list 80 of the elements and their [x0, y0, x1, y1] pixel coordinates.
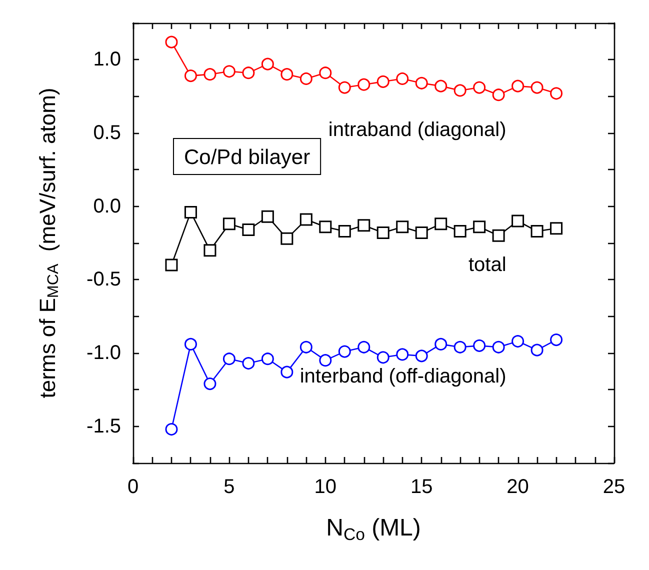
- point: [300, 340, 312, 354]
- point: [338, 225, 351, 238]
- point: [376, 75, 390, 88]
- point: [530, 81, 544, 94]
- point: [204, 244, 216, 257]
- point: [415, 350, 428, 362]
- point: [261, 58, 274, 70]
- x-tick-label: 25: [602, 476, 626, 498]
- y-tick-label: 0.5: [93, 122, 121, 144]
- y-tick-label: 0.0: [93, 195, 121, 218]
- point: [434, 218, 448, 230]
- point: [550, 334, 563, 346]
- point: [512, 80, 524, 92]
- point: [358, 340, 370, 354]
- point: [358, 78, 370, 91]
- point: [165, 423, 178, 436]
- point: [242, 224, 255, 236]
- point: [492, 88, 505, 102]
- point: [204, 378, 216, 390]
- point: [319, 220, 332, 234]
- point: [550, 87, 563, 100]
- point: [473, 81, 486, 94]
- y-axis-title: terms of EMCA (meV/surf. atom): [34, 88, 62, 398]
- point: [358, 219, 370, 232]
- point: [242, 66, 255, 80]
- point: [473, 339, 486, 352]
- point: [204, 68, 216, 81]
- point: [434, 338, 448, 350]
- series-label: intraband (diagonal): [328, 118, 506, 141]
- point: [242, 357, 255, 370]
- point: [454, 84, 466, 97]
- point: [222, 352, 236, 366]
- x-tick-label: 15: [410, 476, 433, 498]
- point: [165, 258, 178, 272]
- point: [165, 36, 178, 48]
- point: [261, 210, 274, 223]
- point: [280, 366, 294, 378]
- point: [492, 229, 505, 242]
- point: [434, 80, 448, 92]
- point: [396, 220, 409, 234]
- point: [319, 354, 332, 367]
- point: [222, 65, 236, 78]
- point: [184, 206, 197, 218]
- point: [184, 70, 197, 82]
- point: [473, 220, 486, 234]
- y-tick-label: -1.5: [86, 415, 121, 438]
- series-label: total: [468, 254, 506, 276]
- y-tick-label: -0.5: [86, 268, 121, 291]
- x-tick-label: 0: [127, 476, 139, 498]
- point: [280, 232, 294, 245]
- point: [550, 222, 563, 235]
- point: [184, 338, 197, 350]
- point: [530, 225, 544, 238]
- point: [300, 72, 312, 85]
- series-label: interband (off-diagonal): [300, 365, 506, 388]
- annotation: Co/Pd bilayer: [184, 146, 310, 169]
- point: [492, 340, 505, 354]
- point: [512, 335, 524, 348]
- point: [280, 68, 294, 81]
- point: [222, 218, 236, 230]
- point: [396, 348, 409, 361]
- point: [300, 213, 312, 226]
- point: [454, 225, 466, 238]
- y-tick-label: -1.0: [86, 342, 121, 364]
- point: [530, 344, 544, 356]
- point: [415, 76, 428, 90]
- y-tick-label: 1.0: [93, 48, 121, 71]
- point: [454, 340, 466, 354]
- point: [338, 345, 351, 358]
- x-tick-label: 10: [314, 476, 337, 498]
- point: [338, 81, 351, 94]
- point: [376, 226, 390, 239]
- point: [415, 226, 428, 239]
- x-tick-label: 5: [224, 476, 235, 498]
- x-tick-label: 20: [506, 476, 529, 498]
- point: [376, 351, 390, 364]
- point: [319, 66, 332, 80]
- point: [261, 352, 274, 366]
- point: [396, 72, 409, 85]
- point: [512, 214, 524, 228]
